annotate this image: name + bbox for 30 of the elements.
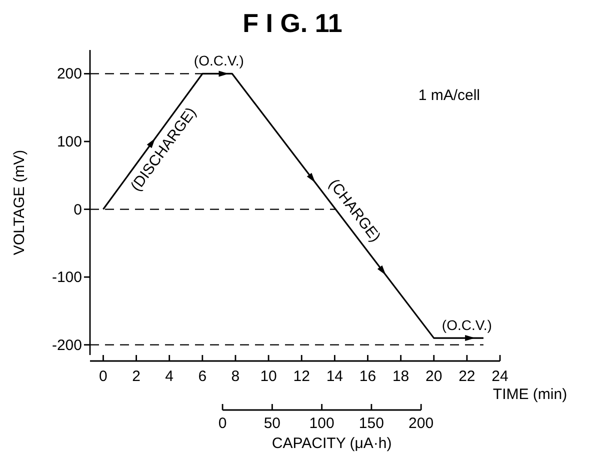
y-tick-label: -200 xyxy=(52,336,82,354)
y-tick-label: 200 xyxy=(56,66,82,83)
annotation: (O.C.V.) xyxy=(194,52,244,69)
x-tick-label: 0 xyxy=(99,368,108,385)
y-axis-title: VOLTAGE (mV) xyxy=(11,150,28,256)
y-tick-label: -100 xyxy=(52,269,82,286)
x-tick-label: 6 xyxy=(198,368,207,385)
x-tick-label: 20 xyxy=(426,368,442,385)
x2-tick-label: 150 xyxy=(358,415,384,432)
chart-title: F I G. 11 xyxy=(242,8,342,38)
x-tick-label: 2 xyxy=(132,368,140,385)
annotation: 1 mA/cell xyxy=(418,87,480,104)
x-tick-label: 14 xyxy=(326,368,344,385)
x2-tick-label: 50 xyxy=(264,415,281,432)
x-tick-label: 10 xyxy=(260,368,277,385)
x-tick-label: 24 xyxy=(492,368,508,385)
x-tick-label: 22 xyxy=(458,368,476,385)
x-tick-label: 12 xyxy=(293,368,310,385)
x-tick-label: 18 xyxy=(392,368,410,385)
annotation: (O.C.V.) xyxy=(442,317,492,334)
y-tick-label: 100 xyxy=(56,134,82,150)
x2-axis-title: CAPACITY (μA·h) xyxy=(272,435,392,452)
x2-tick-label: 0 xyxy=(218,415,227,432)
x-tick-label: 4 xyxy=(165,368,174,385)
x2-tick-label: 200 xyxy=(408,415,434,432)
x-tick-label: 8 xyxy=(231,368,240,385)
x-tick-label: 16 xyxy=(359,368,376,385)
x2-tick-label: 100 xyxy=(309,415,334,432)
y-tick-label: 0 xyxy=(74,201,82,218)
x-axis-title: TIME (min) xyxy=(492,386,568,403)
